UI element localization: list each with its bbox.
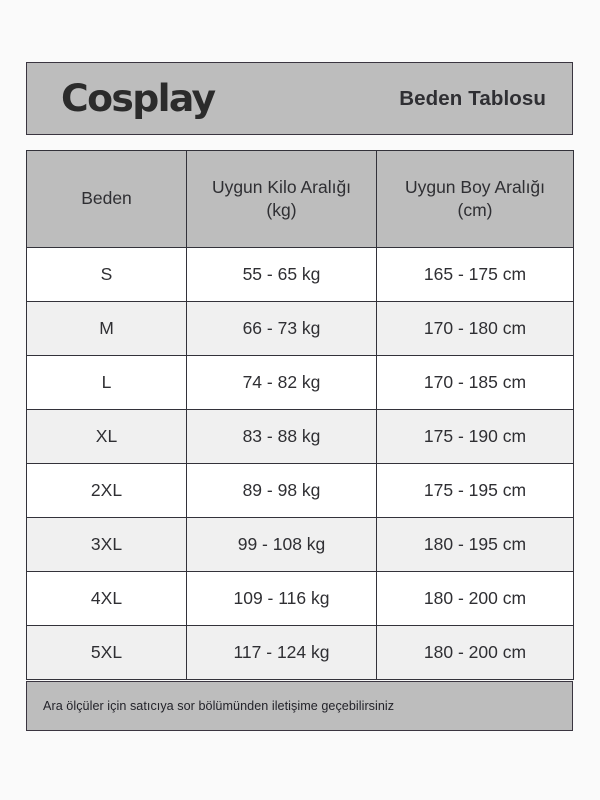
table-row: 2XL 89 - 98 kg 175 - 195 cm xyxy=(26,463,574,518)
cosplay-logo: Cosplay xyxy=(61,77,216,120)
table-body: S 55 - 65 kg 165 - 175 cm M 66 - 73 kg 1… xyxy=(26,247,574,680)
column-header-height-unit: (cm) xyxy=(457,200,493,220)
cell-height: 180 - 195 cm xyxy=(376,517,574,572)
table-row: 4XL 109 - 116 kg 180 - 200 cm xyxy=(26,571,574,626)
table-row: L 74 - 82 kg 170 - 185 cm xyxy=(26,355,574,410)
cell-size: 4XL xyxy=(26,571,187,626)
cell-weight: 55 - 65 kg xyxy=(186,247,377,302)
cell-height: 165 - 175 cm xyxy=(376,247,574,302)
column-header-size-label: Beden xyxy=(81,188,132,209)
table-row: 5XL 117 - 124 kg 180 - 200 cm xyxy=(26,625,574,680)
footer-note-text: Ara ölçüler için satıcıya sor bölümünden… xyxy=(43,699,395,713)
cell-size: S xyxy=(26,247,187,302)
footer-note-bar: Ara ölçüler için satıcıya sor bölümünden… xyxy=(26,681,573,731)
cell-height: 175 - 190 cm xyxy=(376,409,574,464)
cell-size: 2XL xyxy=(26,463,187,518)
cell-height: 170 - 180 cm xyxy=(376,301,574,356)
page-title: Beden Tablosu xyxy=(399,86,546,110)
cell-weight: 109 - 116 kg xyxy=(186,571,377,626)
size-table: Beden Uygun Kilo Aralığı (kg) Uygun Boy … xyxy=(26,150,574,680)
cell-height: 180 - 200 cm xyxy=(376,625,574,680)
cell-weight: 74 - 82 kg xyxy=(186,355,377,410)
table-row: XL 83 - 88 kg 175 - 190 cm xyxy=(26,409,574,464)
cell-size: M xyxy=(26,301,187,356)
cell-size: XL xyxy=(26,409,187,464)
size-table-container: Beden Uygun Kilo Aralığı (kg) Uygun Boy … xyxy=(26,150,574,680)
cell-size: L xyxy=(26,355,187,410)
column-header-height: Uygun Boy Aralığı (cm) xyxy=(376,150,574,248)
column-header-size: Beden xyxy=(26,150,187,248)
table-header-row: Beden Uygun Kilo Aralığı (kg) Uygun Boy … xyxy=(26,150,574,248)
cell-height: 180 - 200 cm xyxy=(376,571,574,626)
table-row: S 55 - 65 kg 165 - 175 cm xyxy=(26,247,574,302)
table-row: 3XL 99 - 108 kg 180 - 195 cm xyxy=(26,517,574,572)
cell-weight: 89 - 98 kg xyxy=(186,463,377,518)
cell-weight: 99 - 108 kg xyxy=(186,517,377,572)
cell-weight: 66 - 73 kg xyxy=(186,301,377,356)
column-header-weight: Uygun Kilo Aralığı (kg) xyxy=(186,150,377,248)
cell-weight: 83 - 88 kg xyxy=(186,409,377,464)
cell-height: 175 - 195 cm xyxy=(376,463,574,518)
cell-size: 5XL xyxy=(26,625,187,680)
cell-weight: 117 - 124 kg xyxy=(186,625,377,680)
cell-height: 170 - 185 cm xyxy=(376,355,574,410)
brand-header-bar: Cosplay Beden Tablosu xyxy=(26,62,573,135)
cell-size: 3XL xyxy=(26,517,187,572)
column-header-weight-label: Uygun Kilo Aralığı xyxy=(211,176,352,197)
table-row: M 66 - 73 kg 170 - 180 cm xyxy=(26,301,574,356)
column-header-weight-unit: (kg) xyxy=(266,200,297,220)
column-header-height-label: Uygun Boy Aralığı xyxy=(404,176,546,197)
table-header: Beden Uygun Kilo Aralığı (kg) Uygun Boy … xyxy=(26,150,574,248)
